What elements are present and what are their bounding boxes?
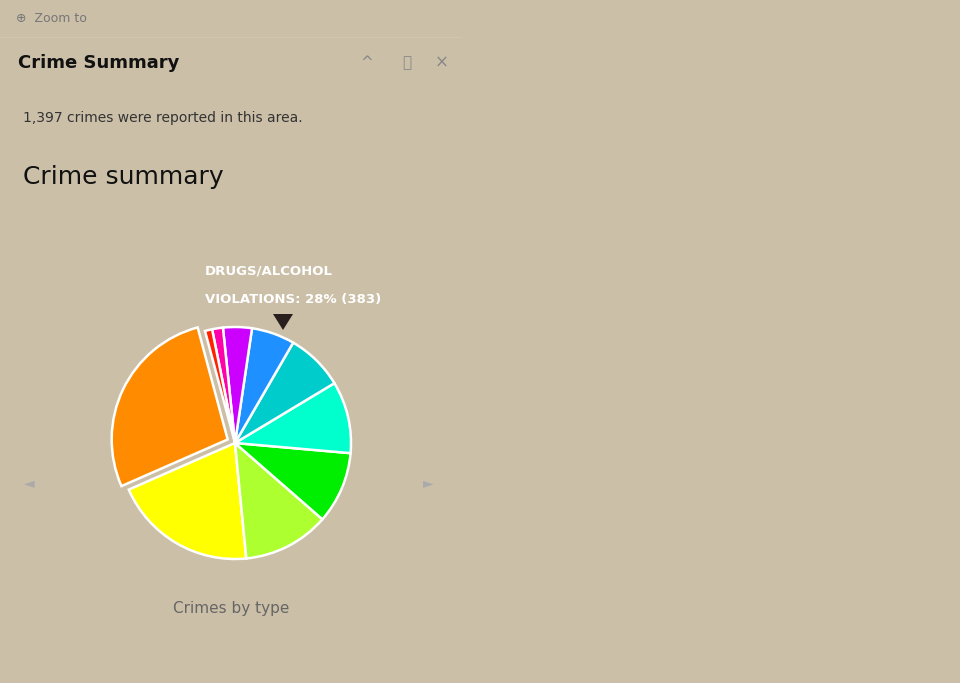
Text: ⊕  Zoom to: ⊕ Zoom to bbox=[16, 12, 87, 25]
Text: ►: ► bbox=[423, 476, 434, 490]
Text: ⧉: ⧉ bbox=[402, 55, 411, 70]
Wedge shape bbox=[111, 327, 228, 486]
Wedge shape bbox=[129, 443, 247, 559]
Text: ◄: ◄ bbox=[23, 476, 35, 490]
Wedge shape bbox=[235, 343, 334, 443]
Text: 1,397 crimes were reported in this area.: 1,397 crimes were reported in this area. bbox=[23, 111, 302, 125]
Wedge shape bbox=[223, 327, 252, 443]
Wedge shape bbox=[235, 443, 350, 519]
Text: Crime Summary: Crime Summary bbox=[18, 54, 180, 72]
Polygon shape bbox=[273, 314, 293, 330]
Text: ×: × bbox=[434, 54, 448, 72]
Text: VIOLATIONS: 28% (383): VIOLATIONS: 28% (383) bbox=[205, 292, 381, 305]
Wedge shape bbox=[235, 443, 323, 559]
Wedge shape bbox=[205, 329, 235, 443]
Wedge shape bbox=[235, 383, 351, 454]
Text: ^: ^ bbox=[360, 55, 373, 70]
Wedge shape bbox=[235, 329, 293, 443]
Text: Crimes by type: Crimes by type bbox=[173, 600, 289, 615]
Text: DRUGS/ALCOHOL: DRUGS/ALCOHOL bbox=[205, 264, 333, 277]
Text: Crime summary: Crime summary bbox=[23, 165, 224, 189]
Wedge shape bbox=[212, 328, 235, 443]
